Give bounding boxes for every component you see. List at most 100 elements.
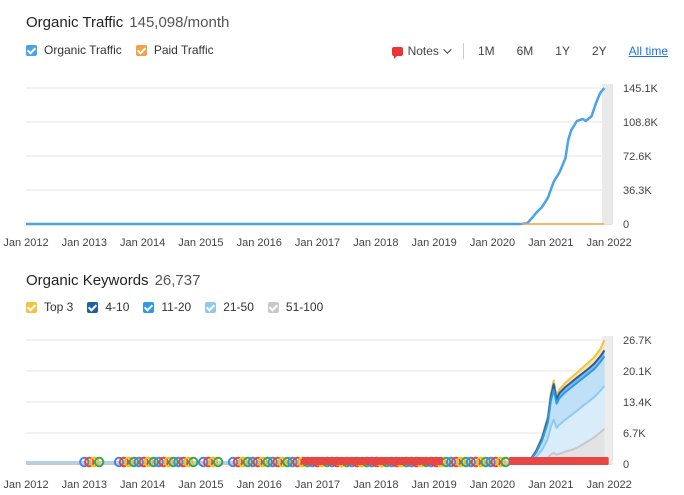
google-update-marker (93, 456, 105, 468)
line-11-20 (26, 355, 606, 465)
keywords-value: 26,737 (154, 272, 201, 289)
y-tick-label: 108.8K (623, 117, 659, 129)
notes-dropdown[interactable]: Notes (391, 44, 452, 59)
x-tick-label: Jan 2022 (586, 237, 631, 249)
google-update-marker (450, 456, 462, 468)
line-4-10 (26, 349, 606, 465)
note-marker (406, 457, 415, 465)
range-2y[interactable]: 2Y (591, 44, 607, 58)
traffic-title: Organic Traffic 145,098/month (26, 14, 229, 31)
google-update-marker (455, 456, 467, 468)
x-tick-label: Jan 2021 (528, 479, 573, 491)
note-marker (301, 457, 310, 465)
note-marker (315, 457, 324, 465)
google-update-marker (247, 456, 259, 468)
legend-4-10[interactable]: 4-10 (87, 300, 129, 314)
x-tick-label: Jan 2016 (237, 479, 282, 491)
google-update-marker (257, 456, 268, 468)
note-marker (399, 457, 408, 465)
legend-51-100-label: 51-100 (285, 300, 324, 314)
google-update-marker (173, 456, 184, 468)
google-update-marker (242, 456, 254, 468)
x-tick-label: Jan 2015 (178, 237, 223, 249)
checkbox-4-10[interactable] (87, 301, 99, 313)
legend-organic-traffic[interactable]: Organic Traffic (26, 43, 122, 57)
google-update-marker (198, 456, 209, 468)
google-update-marker (252, 456, 263, 468)
x-tick-label: Jan 2012 (3, 479, 48, 491)
google-update-marker (262, 456, 273, 468)
organic-traffic-line (26, 87, 606, 226)
google-update-marker (490, 456, 501, 468)
range-1y[interactable]: 1Y (555, 44, 570, 58)
note-marker (364, 457, 373, 465)
google-update-marker (227, 456, 239, 468)
note-marker (600, 457, 609, 465)
comment-icon (391, 46, 403, 59)
x-tick-label: Jan 2020 (470, 237, 515, 249)
range-all-time[interactable]: All time (628, 44, 668, 58)
traffic-legend: Organic Traffic Paid Traffic (26, 43, 228, 57)
google-update-marker (272, 456, 283, 468)
legend-4-10-label: 4-10 (105, 300, 130, 314)
checkbox-paid-traffic[interactable] (135, 44, 147, 56)
keywords-title-label: Organic Keywords (26, 272, 149, 289)
google-update-marker (79, 456, 90, 468)
checkbox-21-50[interactable] (205, 301, 217, 313)
google-update-marker (212, 456, 224, 468)
google-update-marker (113, 456, 125, 468)
current-period-band (602, 336, 612, 464)
google-update-marker (465, 456, 477, 468)
legend-organic-traffic-label: Organic Traffic (44, 43, 122, 57)
note-marker (427, 457, 436, 465)
note-marker (378, 457, 387, 465)
range-1m[interactable]: 1M (477, 44, 495, 58)
legend-11-20[interactable]: 11-20 (143, 300, 191, 314)
legend-top3-label: Top 3 (44, 300, 74, 314)
y-tick-label: 20.1K (623, 366, 652, 378)
note-marker (420, 457, 429, 465)
legend-51-100[interactable]: 51-100 (267, 300, 324, 314)
toolbar: Notes 1M 6M 1Y 2Y All time (391, 43, 668, 59)
current-period-band (602, 84, 612, 224)
google-update-marker (287, 456, 298, 468)
y-tick-label: 72.6K (623, 151, 652, 163)
google-update-marker (203, 456, 214, 468)
legend-21-50[interactable]: 21-50 (205, 300, 254, 314)
note-marker (371, 457, 380, 465)
checkbox-51-100[interactable] (267, 301, 279, 313)
note-marker (322, 457, 331, 465)
google-update-marker (153, 456, 164, 468)
google-update-marker (485, 456, 496, 468)
x-tick-label: Jan 2016 (237, 237, 282, 249)
google-update-marker (277, 456, 288, 468)
google-update-marker (178, 456, 189, 468)
google-update-marker (237, 456, 249, 468)
baseline-band (26, 461, 525, 464)
range-6m[interactable]: 6M (516, 44, 534, 58)
x-tick-label: Jan 2018 (353, 237, 398, 249)
google-update-marker (470, 456, 482, 468)
keywords-chart: 0 6.7K 13.4K 20.1K 26.7K Jan 2012 Jan 2013 Jan … (3, 335, 652, 491)
x-tick-label: Jan 2018 (353, 479, 398, 491)
google-update-marker (118, 456, 130, 468)
note-marker (434, 457, 443, 465)
area-4-10 (26, 350, 605, 464)
legend-top3[interactable]: Top 3 (26, 300, 73, 314)
note-marker (413, 457, 422, 465)
checkbox-11-20[interactable] (143, 301, 155, 313)
google-update-marker (163, 456, 174, 468)
checkbox-top3[interactable] (26, 301, 37, 313)
note-marker (343, 457, 352, 465)
legend-paid-traffic-label: Paid Traffic (153, 43, 214, 57)
checkbox-organic-traffic[interactable] (26, 44, 37, 56)
x-tick-label: Jan 2013 (62, 237, 107, 249)
legend-paid-traffic[interactable]: Paid Traffic (135, 43, 214, 57)
note-marker (308, 457, 317, 465)
area-21-50 (26, 386, 605, 464)
y-tick-label: 6.7K (623, 428, 646, 440)
google-update-marker (89, 456, 100, 468)
x-tick-label: Jan 2017 (295, 237, 340, 249)
google-update-marker (232, 456, 244, 468)
google-update-marker (128, 456, 140, 468)
